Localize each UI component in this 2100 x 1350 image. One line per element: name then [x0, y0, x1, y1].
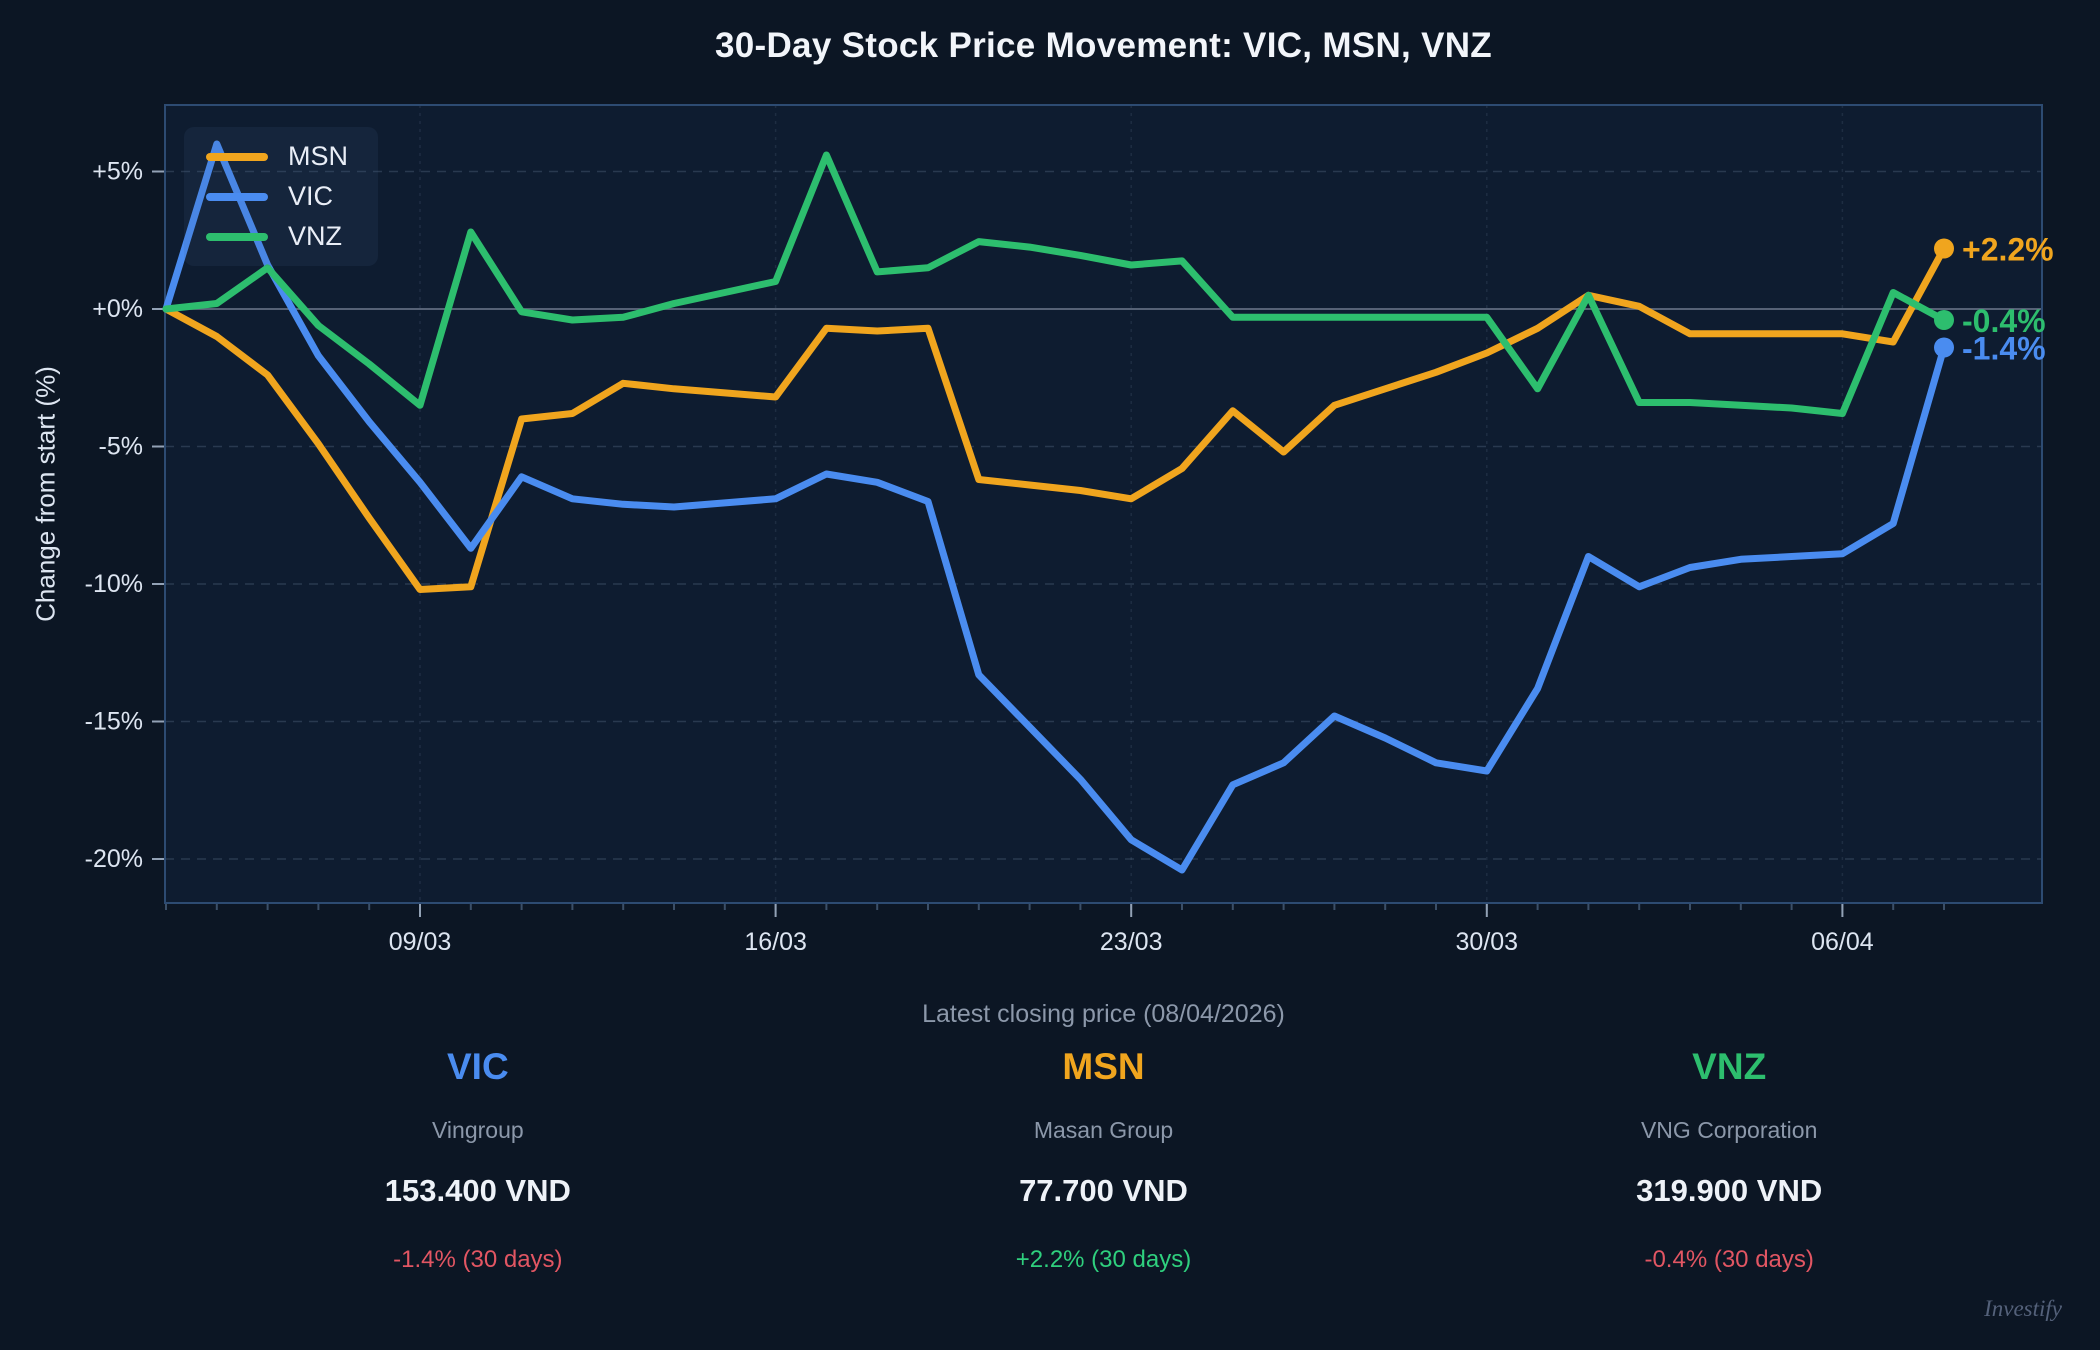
- y-tick-label: +0%: [92, 295, 143, 323]
- legend-label: MSN: [288, 141, 348, 171]
- legend-label: VNZ: [288, 221, 342, 251]
- stock-card-vic: VIC Vingroup 153.400 VND -1.4% (30 days): [165, 1048, 791, 1272]
- series-end-dot-VIC: [1934, 337, 1954, 358]
- legend-swatch-VNZ: [206, 232, 268, 241]
- change-percent: +2.2% (30 days): [1015, 1246, 1192, 1273]
- closing-price: 319.900 VND: [1636, 1173, 1823, 1208]
- latest-close-subtitle: Latest closing price (08/04/2026): [922, 1000, 1285, 1028]
- x-tick-label: 09/03: [389, 928, 452, 956]
- change-percent: -1.4% (30 days): [393, 1246, 563, 1273]
- series-line-MSN: [162, 245, 1948, 593]
- series-end-dot-VNZ: [1934, 310, 1954, 330]
- company-name: VNG Corporation: [1640, 1117, 1818, 1143]
- y-tick-label: -5%: [99, 433, 143, 461]
- y-tick-label: -20%: [85, 845, 143, 873]
- closing-price: 153.400 VND: [384, 1173, 571, 1208]
- series-line-VNZ: [162, 151, 1948, 417]
- stock-card-vnz: VNZ VNG Corporation 319.900 VND -0.4% (3…: [1416, 1048, 2042, 1272]
- x-tick-label: 06/04: [1811, 928, 1874, 956]
- closing-price: 77.700 VND: [1019, 1173, 1188, 1208]
- legend-item-VIC: VIC: [206, 183, 348, 210]
- watermark: Investify: [1984, 1296, 2062, 1321]
- change-percent: -0.4% (30 days): [1644, 1246, 1814, 1273]
- y-tick-label: -10%: [85, 570, 143, 598]
- x-tick-label: 30/03: [1456, 928, 1519, 956]
- x-tick-label: 23/03: [1100, 928, 1163, 956]
- legend-item-VNZ: VNZ: [206, 223, 348, 250]
- legend-label: VIC: [288, 181, 334, 211]
- legend-swatch-MSN: [206, 152, 268, 161]
- plot-border: [164, 104, 2043, 904]
- ticker-label: VIC: [446, 1046, 509, 1087]
- legend-item-MSN: MSN: [206, 143, 348, 170]
- summary-cards: VIC Vingroup 153.400 VND -1.4% (30 days)…: [165, 1048, 2042, 1272]
- page-title: 30-Day Stock Price Movement: VIC, MSN, V…: [715, 26, 1492, 65]
- plot-background: [165, 105, 2042, 903]
- series-end-label-VIC: -1.4%: [1962, 331, 2046, 367]
- ticker-label: MSN: [1062, 1046, 1145, 1087]
- y-tick-label: +5%: [92, 158, 143, 186]
- ticker-label: VNZ: [1692, 1046, 1767, 1087]
- company-name: Masan Group: [1033, 1117, 1174, 1143]
- company-name: Vingroup: [432, 1117, 524, 1143]
- x-tick-label: 16/03: [744, 928, 807, 956]
- series-end-label-MSN: +2.2%: [1962, 232, 2054, 268]
- y-tick-label: -15%: [85, 708, 143, 736]
- series-end-label-VNZ: -0.4%: [1962, 303, 2046, 339]
- stock-card-msn: MSN Masan Group 77.700 VND +2.2% (30 day…: [791, 1048, 1417, 1272]
- legend-swatch-VIC: [206, 192, 268, 201]
- chart-legend: MSN VIC VNZ: [184, 127, 378, 266]
- series-line-VIC: [162, 140, 1948, 874]
- series-end-dot-MSN: [1934, 238, 1954, 259]
